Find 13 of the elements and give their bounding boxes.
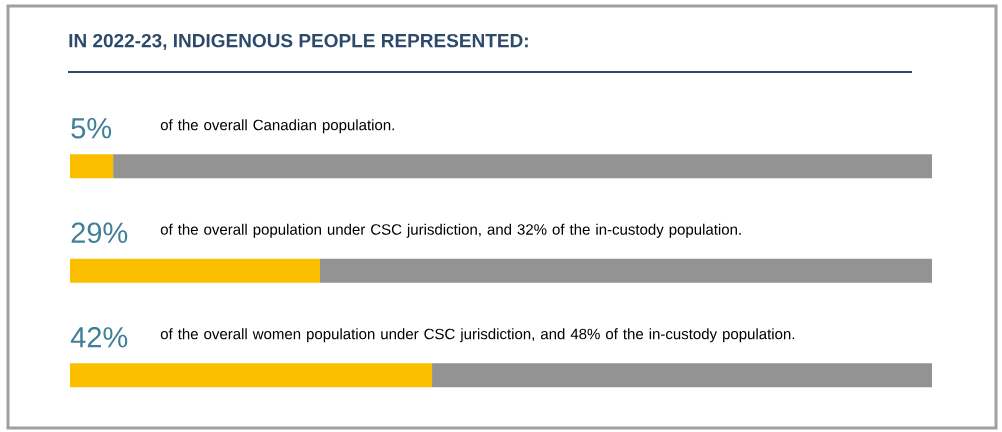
bar	[70, 154, 114, 179]
data-label: 42%	[70, 327, 128, 348]
y-tick-label: of the overall women population under CSC jurisdiction, and 48% of the in-custody population.	[160, 328, 795, 343]
y-tick-label: of the overall Canadian population.	[160, 119, 394, 134]
data-label: 5%	[71, 118, 112, 139]
bar	[70, 258, 320, 283]
data-label: 29%	[71, 222, 128, 244]
bar	[113, 154, 933, 179]
bar	[432, 363, 933, 388]
y-tick-label: of the overall population under CSC jurisdiction, and 32% of the in-custody population.	[160, 223, 741, 238]
chart-title: IN 2022-23, INDIGENOUS PEOPLE REPRESENTED:	[69, 33, 528, 51]
bar	[319, 258, 933, 283]
bar	[70, 363, 433, 388]
